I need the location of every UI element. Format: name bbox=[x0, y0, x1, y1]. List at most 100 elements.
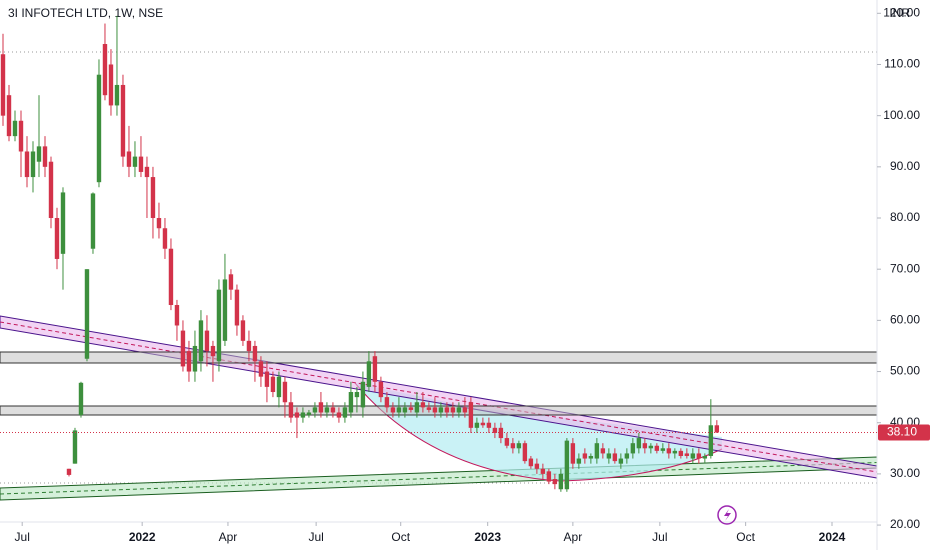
candle-body bbox=[216, 289, 222, 362]
candle-body bbox=[324, 407, 330, 413]
candle-body bbox=[354, 392, 360, 398]
candle-body bbox=[126, 151, 132, 167]
y-tick-label: 20.00 bbox=[890, 517, 920, 531]
candle-body bbox=[636, 438, 642, 449]
candle-body bbox=[672, 450, 678, 454]
candle-body bbox=[150, 177, 156, 219]
candle-body bbox=[516, 443, 522, 449]
candle-body bbox=[264, 371, 270, 387]
last-price-box bbox=[878, 424, 930, 441]
candle-body bbox=[258, 361, 264, 377]
candle-body bbox=[240, 320, 246, 341]
candle-body bbox=[594, 443, 600, 459]
candle-body bbox=[162, 228, 168, 249]
candles bbox=[0, 15, 720, 492]
candle-body bbox=[168, 248, 174, 306]
candle-body bbox=[252, 345, 258, 362]
flash-bolt[interactable] bbox=[724, 509, 731, 521]
candle-body bbox=[114, 84, 120, 106]
candle-body bbox=[402, 407, 408, 413]
candle-body bbox=[270, 376, 276, 393]
candle-body bbox=[132, 156, 138, 167]
candle-body bbox=[546, 471, 552, 482]
candle-body bbox=[360, 381, 366, 408]
candle-body bbox=[30, 151, 36, 178]
candle-body bbox=[330, 407, 336, 413]
flash-circle[interactable] bbox=[717, 505, 737, 525]
candle-body bbox=[702, 455, 708, 459]
cup-curve bbox=[354, 382, 723, 482]
candle-body bbox=[48, 161, 54, 219]
zone-upper bbox=[0, 351, 878, 364]
y-tick-label: 120.00 bbox=[883, 5, 920, 19]
candle-body bbox=[282, 381, 288, 403]
candle-body bbox=[72, 430, 78, 464]
candle-body bbox=[408, 407, 414, 410]
candle-body bbox=[210, 345, 216, 357]
candle-body bbox=[300, 412, 306, 418]
candle-body bbox=[564, 440, 570, 490]
candle-body bbox=[624, 453, 630, 459]
candle-body bbox=[372, 356, 378, 382]
candle-body bbox=[384, 397, 390, 408]
zone-lower bbox=[0, 405, 878, 416]
x-tick-label: Jul bbox=[308, 530, 323, 544]
candle-body bbox=[468, 402, 474, 428]
y-tick-label: 80.00 bbox=[890, 210, 920, 224]
x-tick-label: 2022 bbox=[129, 530, 156, 544]
candle-body bbox=[204, 330, 210, 352]
candle-body bbox=[552, 479, 558, 485]
candle-body bbox=[234, 289, 240, 326]
candle-body bbox=[558, 473, 564, 490]
candle-body bbox=[306, 412, 312, 416]
candle-body bbox=[378, 381, 384, 398]
candle-body bbox=[36, 146, 42, 162]
candle-body bbox=[246, 340, 252, 352]
candle-body bbox=[156, 218, 162, 229]
flash-icon[interactable] bbox=[717, 505, 737, 525]
candle-body bbox=[198, 320, 204, 362]
resistance-mid bbox=[0, 321, 878, 473]
candle-body bbox=[144, 166, 150, 178]
candle-body bbox=[480, 422, 486, 426]
candle-body bbox=[54, 218, 60, 259]
candle-body bbox=[684, 453, 690, 456]
candle-body bbox=[540, 468, 546, 474]
candle-body bbox=[498, 427, 504, 439]
candle-body bbox=[312, 407, 318, 413]
candle-body bbox=[630, 443, 636, 454]
candle-body bbox=[492, 427, 498, 433]
candle-body bbox=[666, 448, 672, 454]
candle-body bbox=[348, 392, 354, 413]
candle-body bbox=[18, 120, 24, 152]
candle-body bbox=[606, 453, 612, 459]
candle-body bbox=[222, 279, 228, 341]
candle-body bbox=[612, 453, 618, 462]
y-tick-label: 50.00 bbox=[890, 364, 920, 378]
candle-body bbox=[318, 402, 324, 413]
x-tick-label: Jul bbox=[15, 530, 30, 544]
candle-body bbox=[588, 455, 594, 459]
candle-body bbox=[138, 156, 144, 172]
last-price-label: 38.10 bbox=[887, 425, 917, 439]
candle-body bbox=[576, 458, 582, 464]
candle-body bbox=[276, 376, 282, 398]
candle-body bbox=[396, 407, 402, 413]
candle-body bbox=[420, 402, 426, 408]
candle-body bbox=[456, 407, 462, 413]
candle-body bbox=[654, 445, 660, 451]
candle-body bbox=[618, 458, 624, 464]
candle-body bbox=[678, 450, 684, 456]
candle-body bbox=[648, 445, 654, 449]
candle-body bbox=[294, 412, 300, 418]
support-channel bbox=[0, 456, 878, 501]
candle-body bbox=[228, 274, 234, 290]
candle-body bbox=[504, 438, 510, 446]
candle-body bbox=[66, 468, 72, 475]
candle-body bbox=[102, 44, 108, 96]
candle-body bbox=[42, 146, 48, 167]
candle-body bbox=[90, 193, 96, 249]
candle-body bbox=[60, 192, 66, 254]
candle-body bbox=[528, 458, 534, 467]
